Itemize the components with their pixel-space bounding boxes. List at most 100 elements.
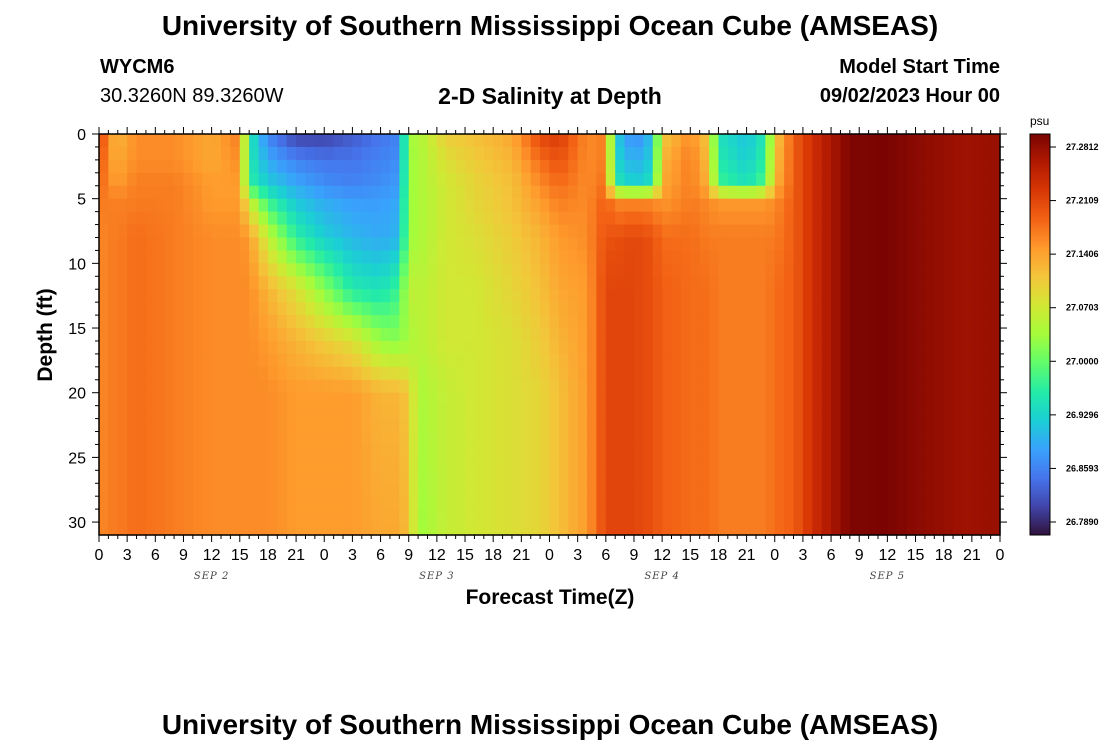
heatmap-cell <box>596 509 607 523</box>
heatmap-cell <box>746 340 757 355</box>
heatmap-cell <box>793 159 804 174</box>
heatmap-cell <box>427 237 438 252</box>
heatmap-cell <box>962 392 973 407</box>
heatmap-cell <box>136 405 147 420</box>
heatmap-cell <box>577 302 588 316</box>
heatmap-cell <box>793 444 804 458</box>
heatmap-cell <box>859 392 870 407</box>
heatmap-cell <box>671 457 682 471</box>
heatmap-cell <box>718 379 729 394</box>
heatmap-cell <box>164 224 175 239</box>
heatmap-cell <box>793 522 804 536</box>
heatmap-cell <box>427 431 438 446</box>
heatmap-cell <box>117 250 128 264</box>
heatmap-cell <box>624 276 635 290</box>
heatmap-cell <box>117 496 128 510</box>
heatmap-cell <box>643 418 654 433</box>
heatmap-cell <box>755 198 766 213</box>
x-tick-label: 15 <box>907 547 925 564</box>
heatmap-cell <box>868 418 879 433</box>
heatmap-cell <box>887 211 898 226</box>
heatmap-cell <box>802 146 813 161</box>
heatmap-cell <box>765 172 776 187</box>
heatmap-cell <box>540 263 551 277</box>
heatmap-cell <box>680 315 691 329</box>
heatmap-cell <box>380 353 391 368</box>
heatmap-cell <box>155 340 166 355</box>
heatmap-cell <box>971 457 982 471</box>
heatmap-cell <box>840 418 851 433</box>
heatmap-cell <box>868 146 879 161</box>
heatmap-cell <box>136 522 147 536</box>
heatmap-cell <box>465 198 476 213</box>
heatmap-cell <box>155 185 166 200</box>
heatmap-cell <box>896 405 907 420</box>
heatmap-cell <box>183 522 194 536</box>
heatmap-cell <box>727 509 738 523</box>
heatmap-cell <box>389 250 400 264</box>
heatmap-cell <box>361 379 372 394</box>
heatmap-cell <box>624 366 635 381</box>
heatmap-cell <box>709 289 720 303</box>
heatmap-cell <box>286 418 297 433</box>
heatmap-cell <box>324 366 335 381</box>
heatmap-cell <box>202 470 213 484</box>
heatmap-cell <box>296 134 307 148</box>
heatmap-cell <box>202 328 213 342</box>
heatmap-cell <box>802 353 813 368</box>
heatmap-cell <box>840 224 851 239</box>
heatmap-cell <box>802 134 813 148</box>
heatmap-cell <box>633 405 644 420</box>
heatmap-cell <box>521 250 532 264</box>
heatmap-cell <box>840 328 851 342</box>
heatmap-cell <box>174 172 185 187</box>
heatmap-cell <box>127 340 138 355</box>
heatmap-cell <box>699 418 710 433</box>
heatmap-cell <box>934 237 945 252</box>
heatmap-cell <box>446 198 457 213</box>
heatmap-cell <box>418 431 429 446</box>
heatmap-cell <box>99 250 109 264</box>
heatmap-cell <box>211 289 222 303</box>
heatmap-cell <box>709 392 720 407</box>
heatmap-cell <box>577 263 588 277</box>
heatmap-cell <box>145 224 156 239</box>
heatmap-cell <box>127 289 138 303</box>
heatmap-cell <box>155 328 166 342</box>
heatmap-cell <box>540 379 551 394</box>
heatmap-cell <box>934 444 945 458</box>
heatmap-cell <box>483 315 494 329</box>
heatmap-cell <box>258 172 269 187</box>
heatmap-cell <box>558 431 569 446</box>
heatmap-cell <box>380 289 391 303</box>
heatmap-cell <box>324 483 335 497</box>
heatmap-cell <box>953 198 964 213</box>
heatmap-cell <box>755 457 766 471</box>
heatmap-cell <box>408 483 419 497</box>
heatmap-cell <box>802 289 813 303</box>
heatmap-cell <box>371 185 382 200</box>
heatmap-cell <box>446 379 457 394</box>
heatmap-cell <box>446 405 457 420</box>
heatmap-cell <box>183 315 194 329</box>
colorbar-labels: 27.281227.210927.140627.070327.000026.92… <box>1050 142 1099 527</box>
heatmap-cell <box>314 340 325 355</box>
heatmap-cell <box>549 457 560 471</box>
heatmap-cell <box>793 496 804 510</box>
heatmap-cell <box>737 483 748 497</box>
heatmap-cell <box>333 198 344 213</box>
heatmap-cell <box>343 522 354 536</box>
heatmap-cell <box>155 146 166 161</box>
heatmap-cell <box>436 224 447 239</box>
heatmap-cell <box>249 211 260 226</box>
heatmap-cell <box>774 146 785 161</box>
heatmap-cell <box>924 392 935 407</box>
heatmap-cell <box>784 353 795 368</box>
heatmap-cell <box>774 302 785 316</box>
heatmap-cell <box>793 470 804 484</box>
heatmap-cell <box>127 276 138 290</box>
heatmap-cell <box>446 353 457 368</box>
heatmap-cell <box>108 431 119 446</box>
heatmap-cell <box>136 276 147 290</box>
heatmap-cell <box>746 431 757 446</box>
